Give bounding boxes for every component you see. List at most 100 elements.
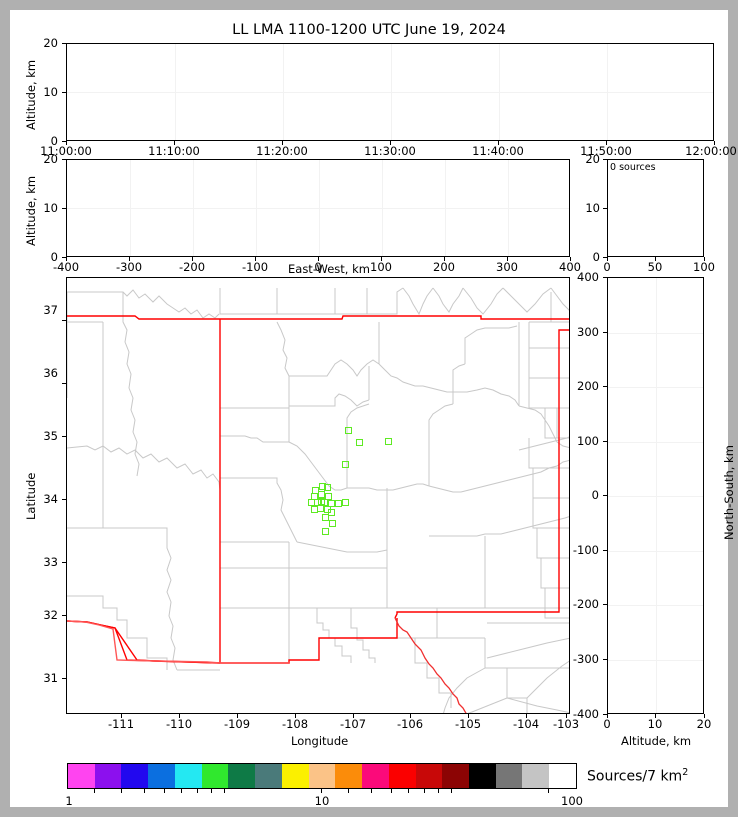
colorbar-tick-1: 1 xyxy=(65,794,73,808)
ns-xtick-0: 0 xyxy=(603,717,611,731)
hist-panel-xtick-1: 50 xyxy=(647,260,663,274)
colorbar-swatch xyxy=(549,764,576,788)
time-panel-xtick-3: 11:30:00 xyxy=(364,144,416,158)
source-marker xyxy=(329,520,336,527)
source-marker xyxy=(342,499,349,506)
state-and-county-boundaries xyxy=(67,287,569,713)
ew-panel-ytick-20: 20 xyxy=(43,152,58,166)
ew-panel-ytick-10: 10 xyxy=(43,201,58,215)
histogram-source-count: 0 sources xyxy=(610,162,656,173)
hist-panel-ytick-10: 10 xyxy=(585,201,600,215)
ns-ytick-neg100: -100 xyxy=(572,543,599,557)
map-xtick-3: -108 xyxy=(281,717,309,731)
ew-panel-ylabel: Altitude, km xyxy=(24,175,38,246)
source-marker xyxy=(308,499,315,506)
east-west-height-panel[interactable] xyxy=(66,159,570,257)
source-marker xyxy=(312,487,319,494)
colorbar-swatch xyxy=(415,764,443,788)
time-height-panel[interactable] xyxy=(66,43,714,141)
colorbar-swatch xyxy=(335,764,363,788)
ew-panel-xtick-1: -300 xyxy=(115,260,143,274)
time-panel-xtick-1: 11:10:00 xyxy=(148,144,200,158)
source-marker xyxy=(385,438,392,445)
source-marker xyxy=(319,483,326,490)
ns-ytick-neg200: -200 xyxy=(572,597,599,611)
figure-canvas: LL LMA 1100-1200 UTC June 19, 2024 20 10… xyxy=(10,10,737,808)
colorbar-swatch xyxy=(442,764,470,788)
colorbar-swatch xyxy=(68,764,95,788)
map-ytick-37: 37 xyxy=(43,303,58,317)
source-marker xyxy=(317,505,324,512)
north-south-height-panel[interactable] xyxy=(607,277,704,714)
ew-panel-xtick-7: 300 xyxy=(496,260,518,274)
map-xlabel: Longitude xyxy=(291,734,349,748)
altitude-histogram-panel[interactable]: 0 sources xyxy=(607,159,704,257)
time-panel-xtick-6: 12:00:00 xyxy=(685,144,737,158)
colorbar-swatch xyxy=(148,764,175,788)
colorbar-swatch xyxy=(522,764,550,788)
map-ytick-33: 33 xyxy=(43,555,58,569)
ns-xtick-10: 10 xyxy=(647,717,663,731)
time-panel-xtick-5: 11:50:00 xyxy=(580,144,632,158)
source-marker xyxy=(342,461,349,468)
colorbar-swatch xyxy=(495,764,523,788)
ew-panel-xtick-2: -200 xyxy=(178,260,206,274)
ns-ytick-neg300: -300 xyxy=(572,652,599,666)
ns-ytick-100: 100 xyxy=(577,434,599,448)
ns-panel-ylabel: North-South, km xyxy=(722,445,736,540)
ew-panel-xtick-5: 100 xyxy=(370,260,392,274)
plan-view-map-panel[interactable] xyxy=(66,277,570,714)
map-xtick-6: -105 xyxy=(454,717,482,731)
colorbar-swatch xyxy=(228,764,256,788)
time-panel-ytick-0: 0 xyxy=(50,134,58,148)
hist-panel-ytick-20: 20 xyxy=(585,152,600,166)
colorbar-swatch xyxy=(469,764,496,788)
map-ytick-32: 32 xyxy=(43,608,58,622)
source-marker xyxy=(318,491,325,498)
figure-title: LL LMA 1100-1200 UTC June 19, 2024 xyxy=(232,22,506,38)
source-marker xyxy=(325,493,332,500)
source-marker xyxy=(345,427,352,434)
time-panel-xtick-4: 11:40:00 xyxy=(472,144,524,158)
ns-panel-xlabel: Altitude, km xyxy=(621,734,692,748)
time-panel-ytick-10: 10 xyxy=(43,85,58,99)
ns-ytick-200: 200 xyxy=(577,379,599,393)
colorbar-swatch xyxy=(255,764,282,788)
source-marker xyxy=(322,514,329,521)
map-ytick-31: 31 xyxy=(43,671,58,685)
source-marker xyxy=(328,500,335,507)
ew-panel-xtick-8: 400 xyxy=(559,260,581,274)
map-xtick-7: -104 xyxy=(512,717,540,731)
hist-panel-xtick-0: 0 xyxy=(603,260,611,274)
ew-panel-xtick-6: 200 xyxy=(433,260,455,274)
hist-panel-ytick-0: 0 xyxy=(592,250,600,264)
colorbar-swatch xyxy=(94,764,122,788)
time-panel-ytick-20: 20 xyxy=(43,36,58,50)
colorbar-title-exponent: 2 xyxy=(682,767,689,778)
map-ytick-34: 34 xyxy=(43,492,58,506)
map-ytick-36: 36 xyxy=(43,366,58,380)
ns-ytick-neg400: -400 xyxy=(572,707,599,721)
colorbar-swatch xyxy=(308,764,336,788)
map-xtick-4: -107 xyxy=(339,717,367,731)
ns-xtick-20: 20 xyxy=(696,717,712,731)
time-panel-xtick-2: 11:20:00 xyxy=(256,144,308,158)
ew-panel-xtick-4: 0 xyxy=(314,260,322,274)
map-xtick-0: -111 xyxy=(107,717,135,731)
map-xtick-8: -103 xyxy=(552,717,580,731)
colorbar-swatch xyxy=(388,764,416,788)
colorbar-title-text: Sources/7 km xyxy=(587,768,683,785)
source-marker xyxy=(328,509,335,516)
colorbar-swatch xyxy=(362,764,389,788)
ew-panel-xtick-0: -400 xyxy=(52,260,80,274)
source-marker xyxy=(322,528,329,535)
colorbar-swatch xyxy=(281,764,309,788)
map-ylabel: Latitude xyxy=(24,472,38,520)
map-xtick-2: -109 xyxy=(223,717,251,731)
sources-density-colorbar[interactable] xyxy=(67,763,577,789)
ns-ytick-0: 0 xyxy=(591,488,599,502)
time-panel-ylabel: Altitude, km xyxy=(24,59,38,130)
ew-panel-xtick-3: -100 xyxy=(241,260,269,274)
map-ytick-35: 35 xyxy=(43,429,58,443)
source-marker xyxy=(356,439,363,446)
